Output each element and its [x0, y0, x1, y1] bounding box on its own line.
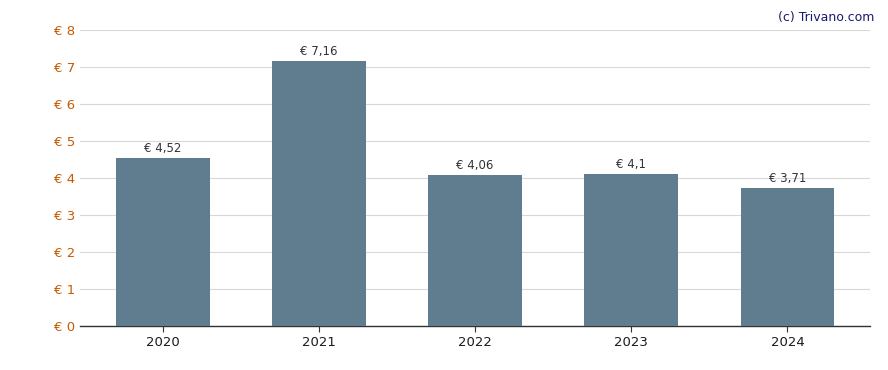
Text: € 4,1: € 4,1 — [616, 158, 646, 171]
Bar — [115, 158, 210, 326]
Bar — [272, 61, 366, 326]
Bar — [741, 188, 835, 326]
Text: € 7,16: € 7,16 — [300, 45, 337, 58]
Text: (c) Trivano.com: (c) Trivano.com — [778, 11, 875, 24]
Bar — [428, 175, 522, 326]
Text: € 3,71: € 3,71 — [769, 172, 806, 185]
Bar — [584, 174, 678, 326]
Text: € 4,06: € 4,06 — [456, 159, 494, 172]
Text: € 4,52: € 4,52 — [144, 142, 181, 155]
